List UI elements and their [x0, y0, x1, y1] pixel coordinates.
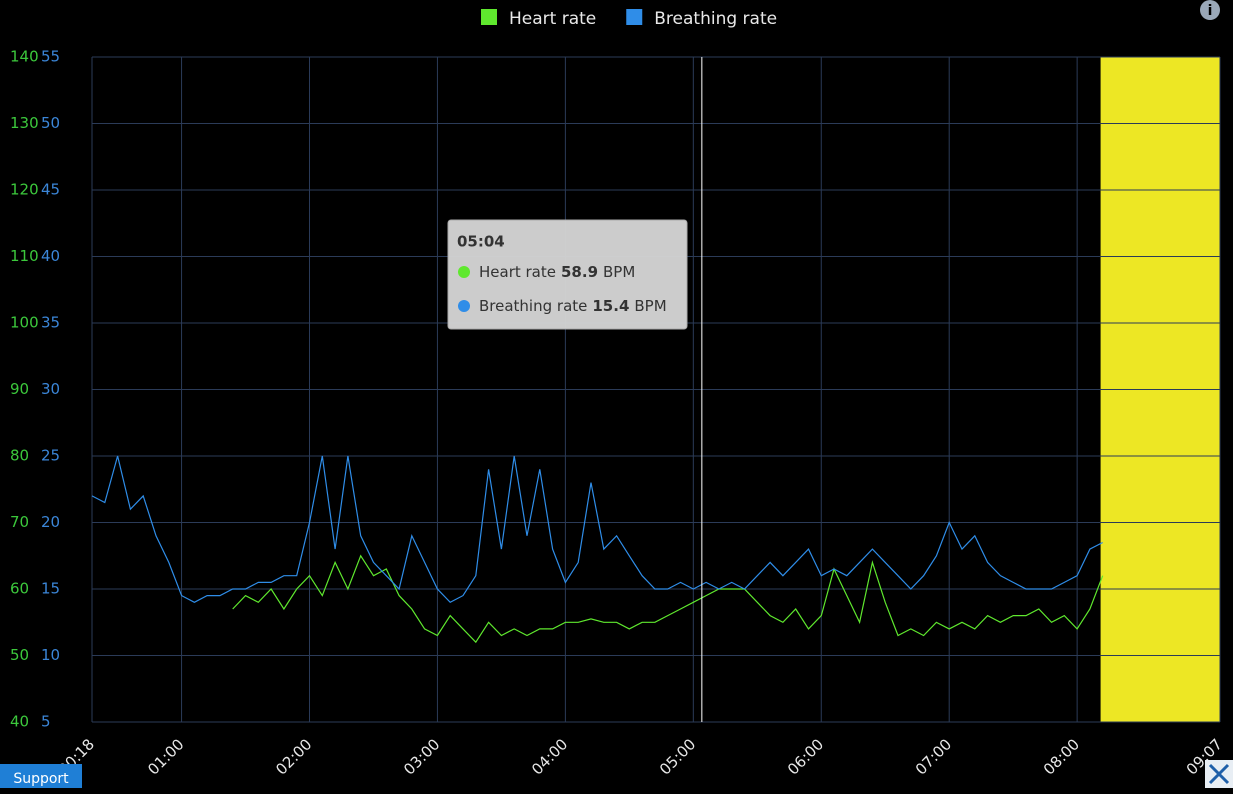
tooltip-value: 58.9 — [561, 263, 598, 281]
tooltip-dot — [458, 300, 470, 312]
tooltip: 05:04 Heart rate 58.9 BPM Breathing rate 15.4… — [447, 219, 688, 330]
y2-tick-label: 25 — [41, 447, 60, 465]
series-line — [91, 455, 1103, 604]
y-tick-label: 60 — [10, 580, 29, 598]
y2-tick-label: 10 — [41, 646, 60, 664]
tooltip-value: 15.4 — [592, 297, 629, 315]
y-tick-label: 80 — [10, 447, 29, 465]
support-button[interactable]: Support — [0, 764, 82, 788]
info-icon[interactable] — [1200, 0, 1220, 20]
legend-swatch — [481, 9, 497, 25]
y-tick-label: 100 — [10, 314, 39, 332]
y2-tick-label: 45 — [41, 181, 60, 199]
tooltip-item: Breathing rate 15.4 BPM — [479, 297, 667, 315]
y-tick-label: 70 — [10, 513, 29, 531]
y-tick-label: 130 — [10, 114, 39, 132]
tooltip-name: Heart rate — [479, 263, 556, 281]
y2-tick-label: 5 — [41, 713, 51, 731]
tooltip-name: Breathing rate — [479, 297, 587, 315]
info-glyph: i — [1208, 3, 1213, 19]
y2-tick-label: 50 — [41, 114, 60, 132]
y-tick-label: 140 — [10, 48, 39, 66]
tooltip-dot — [458, 266, 470, 278]
y2-tick-label: 55 — [41, 48, 60, 66]
y-tick-label: 40 — [10, 713, 29, 731]
y2-tick-label: 40 — [41, 247, 60, 265]
legend-swatch — [626, 9, 643, 25]
y2-tick-label: 15 — [41, 580, 60, 598]
series-line — [232, 554, 1104, 644]
fullscreen-glyph — [1208, 763, 1230, 785]
tooltip-item: Heart rate 58.9 BPM — [479, 263, 635, 281]
legend-label: Heart rate — [509, 9, 596, 29]
tooltip-time: 05:04 — [457, 233, 505, 251]
y2-tick-label: 35 — [41, 314, 60, 332]
tooltip-unit: BPM — [634, 297, 666, 315]
y-tick-label: 110 — [10, 247, 39, 265]
y-tick-label: 120 — [10, 181, 39, 199]
y2-tick-label: 30 — [41, 380, 60, 398]
tooltip-box — [447, 219, 688, 330]
y2-tick-label: 20 — [41, 513, 60, 531]
y-tick-label: 50 — [10, 646, 29, 664]
legend-label: Breathing rate — [654, 9, 777, 29]
y-tick-label: 90 — [10, 380, 29, 398]
tooltip-unit: BPM — [603, 263, 635, 281]
